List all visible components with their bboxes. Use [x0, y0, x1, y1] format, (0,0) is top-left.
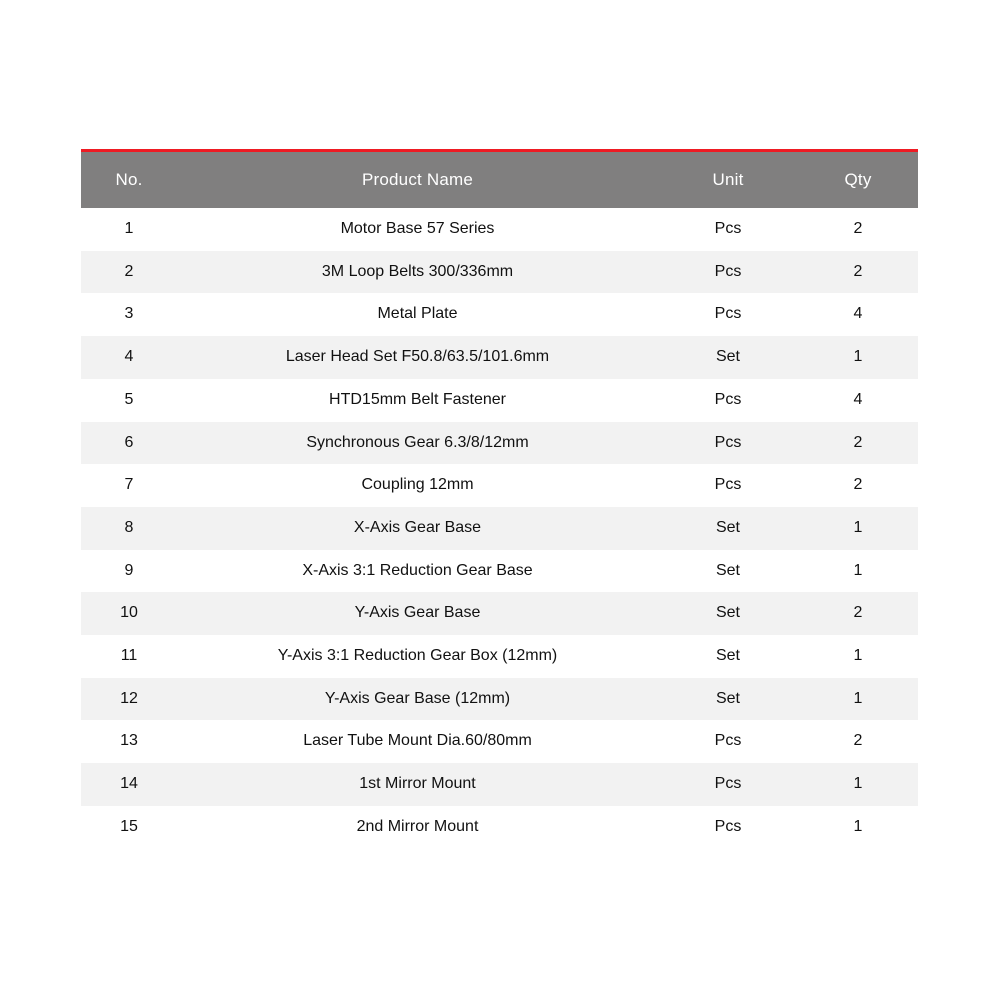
table-row: 10 Y-Axis Gear Base Set 2 [81, 592, 918, 636]
cell-no: 12 [120, 689, 138, 707]
cell-qty: 2 [853, 604, 863, 622]
cell-name: Coupling 12mm [361, 476, 474, 494]
table-row: 3 Metal Plate Pcs 4 [81, 293, 918, 337]
cell-name: 2nd Mirror Mount [356, 817, 479, 835]
cell-unit: Pcs [714, 390, 742, 408]
cell-name: 1st Mirror Mount [359, 775, 476, 793]
table-accent-bar [81, 149, 918, 152]
table-row: 5 HTD15mm Belt Fastener Pcs 4 [81, 378, 918, 422]
cell-qty: 2 [853, 220, 863, 237]
table-header: No. Product Name Unit Qty [81, 152, 918, 208]
cell-qty: 2 [853, 433, 863, 451]
cell-qty: 1 [853, 647, 863, 665]
table-row: 4 Laser Head Set F50.8/63.5/101.6mm Set … [81, 336, 918, 379]
cell-no: 3 [124, 305, 134, 323]
cell-name: Y-Axis Gear Base (12mm) [324, 689, 511, 707]
cell-unit: Pcs [714, 433, 742, 451]
cell-unit: Set [715, 647, 740, 665]
cell-name: Y-Axis Gear Base [354, 604, 481, 622]
cell-unit: Pcs [714, 220, 742, 237]
table-row: 7 Coupling 12mm Pcs 2 [81, 464, 918, 507]
cell-name: HTD15mm Belt Fastener [329, 390, 506, 408]
table-body: 1 Motor Base 57 Series Pcs 2 2 3M Loop B… [81, 208, 918, 849]
cell-no: 11 [120, 647, 138, 665]
cell-name: X-Axis 3:1 Reduction Gear Base [302, 561, 533, 579]
cell-unit: Set [715, 561, 740, 579]
cell-no: 10 [120, 604, 138, 622]
table-row: 9 X-Axis 3:1 Reduction Gear Base Set 1 [81, 549, 918, 593]
cell-unit: Set [715, 348, 740, 366]
parts-list-table: No. Product Name Unit Qty 1 Motor Base 5… [81, 149, 918, 849]
cell-name: X-Axis Gear Base [353, 518, 482, 536]
cell-qty: 2 [853, 476, 863, 494]
table-header-row: No. Product Name Unit Qty [81, 152, 918, 208]
cell-qty: 1 [853, 348, 863, 366]
cell-qty: 2 [853, 262, 863, 280]
cell-unit: Set [715, 689, 740, 707]
cell-qty: 1 [853, 775, 863, 793]
cell-unit: Pcs [714, 305, 742, 323]
cell-name: Motor Base 57 Series [340, 220, 495, 237]
table-row: 8 X-Axis Gear Base Set 1 [81, 506, 918, 550]
cell-no: 5 [124, 390, 134, 408]
cell-no: 8 [124, 518, 134, 536]
table-row: 12 Y-Axis Gear Base (12mm) Set 1 [81, 677, 918, 721]
cell-unit: Pcs [714, 476, 742, 494]
table-row: 13 Laser Tube Mount Dia.60/80mm Pcs 2 [81, 720, 918, 764]
cell-name: Y-Axis 3:1 Reduction Gear Box (12mm) [277, 647, 558, 665]
cell-qty: 2 [853, 732, 863, 750]
cell-unit: Pcs [714, 732, 742, 750]
cell-qty: 1 [853, 561, 863, 579]
column-header-name: Product Name [361, 170, 474, 189]
parts-table: No. Product Name Unit Qty 1 Motor Base 5… [81, 152, 918, 849]
cell-unit: Set [715, 518, 740, 536]
cell-name: 3M Loop Belts 300/336mm [321, 262, 514, 280]
cell-no: 2 [124, 262, 134, 280]
cell-no: 6 [124, 433, 134, 451]
cell-no: 14 [120, 775, 138, 793]
cell-unit: Pcs [714, 262, 742, 280]
cell-qty: 1 [853, 817, 863, 835]
cell-no: 4 [124, 348, 134, 366]
cell-name: Laser Tube Mount Dia.60/80mm [303, 732, 532, 750]
cell-qty: 4 [853, 305, 863, 323]
table-row: 15 2nd Mirror Mount Pcs 1 [81, 805, 918, 849]
table-row: 14 1st Mirror Mount Pcs 1 [81, 763, 918, 806]
cell-no: 13 [120, 732, 138, 750]
table-row: 2 3M Loop Belts 300/336mm Pcs 2 [81, 250, 918, 294]
cell-no: 7 [124, 476, 134, 494]
cell-unit: Set [715, 604, 740, 622]
cell-unit: Pcs [714, 775, 742, 793]
cell-unit: Pcs [714, 817, 742, 835]
cell-name: Metal Plate [377, 305, 458, 323]
cell-no: 15 [120, 817, 138, 835]
table-row: 1 Motor Base 57 Series Pcs 2 [81, 208, 918, 251]
table-row: 6 Synchronous Gear 6.3/8/12mm Pcs 2 [81, 421, 918, 465]
table-row: 11 Y-Axis 3:1 Reduction Gear Box (12mm) … [81, 635, 918, 678]
cell-qty: 1 [853, 518, 863, 536]
cell-name: Synchronous Gear 6.3/8/12mm [306, 433, 529, 451]
column-header-qty: Qty [844, 170, 872, 189]
cell-no: 1 [124, 220, 134, 237]
cell-qty: 1 [853, 689, 863, 707]
cell-qty: 4 [853, 390, 863, 408]
column-header-no: No. [115, 170, 143, 189]
column-header-unit: Unit [712, 170, 744, 189]
cell-name: Laser Head Set F50.8/63.5/101.6mm [285, 348, 550, 366]
cell-no: 9 [124, 561, 134, 579]
